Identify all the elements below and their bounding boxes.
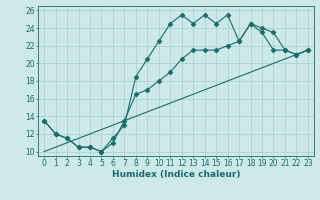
X-axis label: Humidex (Indice chaleur): Humidex (Indice chaleur) <box>112 170 240 179</box>
